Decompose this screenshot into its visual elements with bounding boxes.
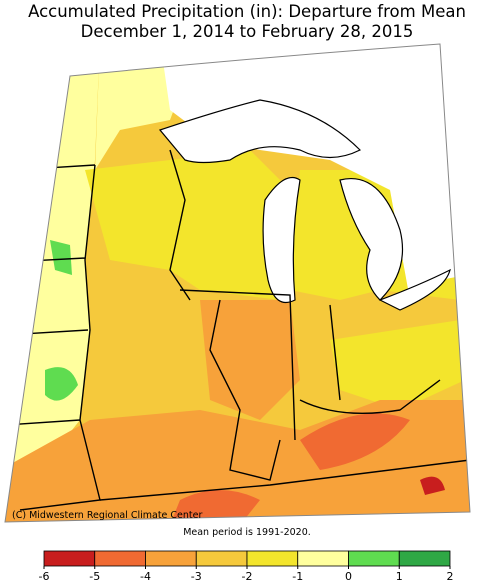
legend-tick-label: -3: [191, 570, 202, 583]
title-line: December 1, 2014 to February 28, 2015: [81, 22, 414, 41]
legend-tick-label: -1: [292, 570, 303, 583]
credit: (C) Midwestern Regional Climate Center: [12, 510, 202, 521]
note: Mean period is 1991-2020.: [183, 527, 311, 538]
legend-swatch: [246, 550, 299, 567]
legend-swatch: [94, 550, 146, 567]
legend-tick-label: -5: [89, 570, 100, 583]
legend-tick-label: 0: [345, 570, 352, 583]
legend-tick-label: 2: [447, 570, 454, 583]
legend-tick-label: -4: [140, 570, 151, 583]
legend-swatch: [43, 550, 96, 567]
legend-swatch: [398, 550, 451, 567]
title-line: Accumulated Precipitation (in): Departur…: [28, 2, 466, 21]
legend-swatch: [195, 550, 248, 567]
legend: -6 -5 -4 -3 -2 -1 0 1 2: [39, 550, 454, 583]
legend-tick-label: -6: [39, 570, 50, 583]
legend-tick-label: -2: [242, 570, 253, 583]
map: (C) Midwestern Regional Climate Center: [4, 43, 471, 523]
legend-swatch: [348, 550, 400, 567]
legend-swatch: [297, 550, 349, 567]
legend-tick-label: 1: [396, 570, 403, 583]
legend-swatch: [145, 550, 197, 567]
